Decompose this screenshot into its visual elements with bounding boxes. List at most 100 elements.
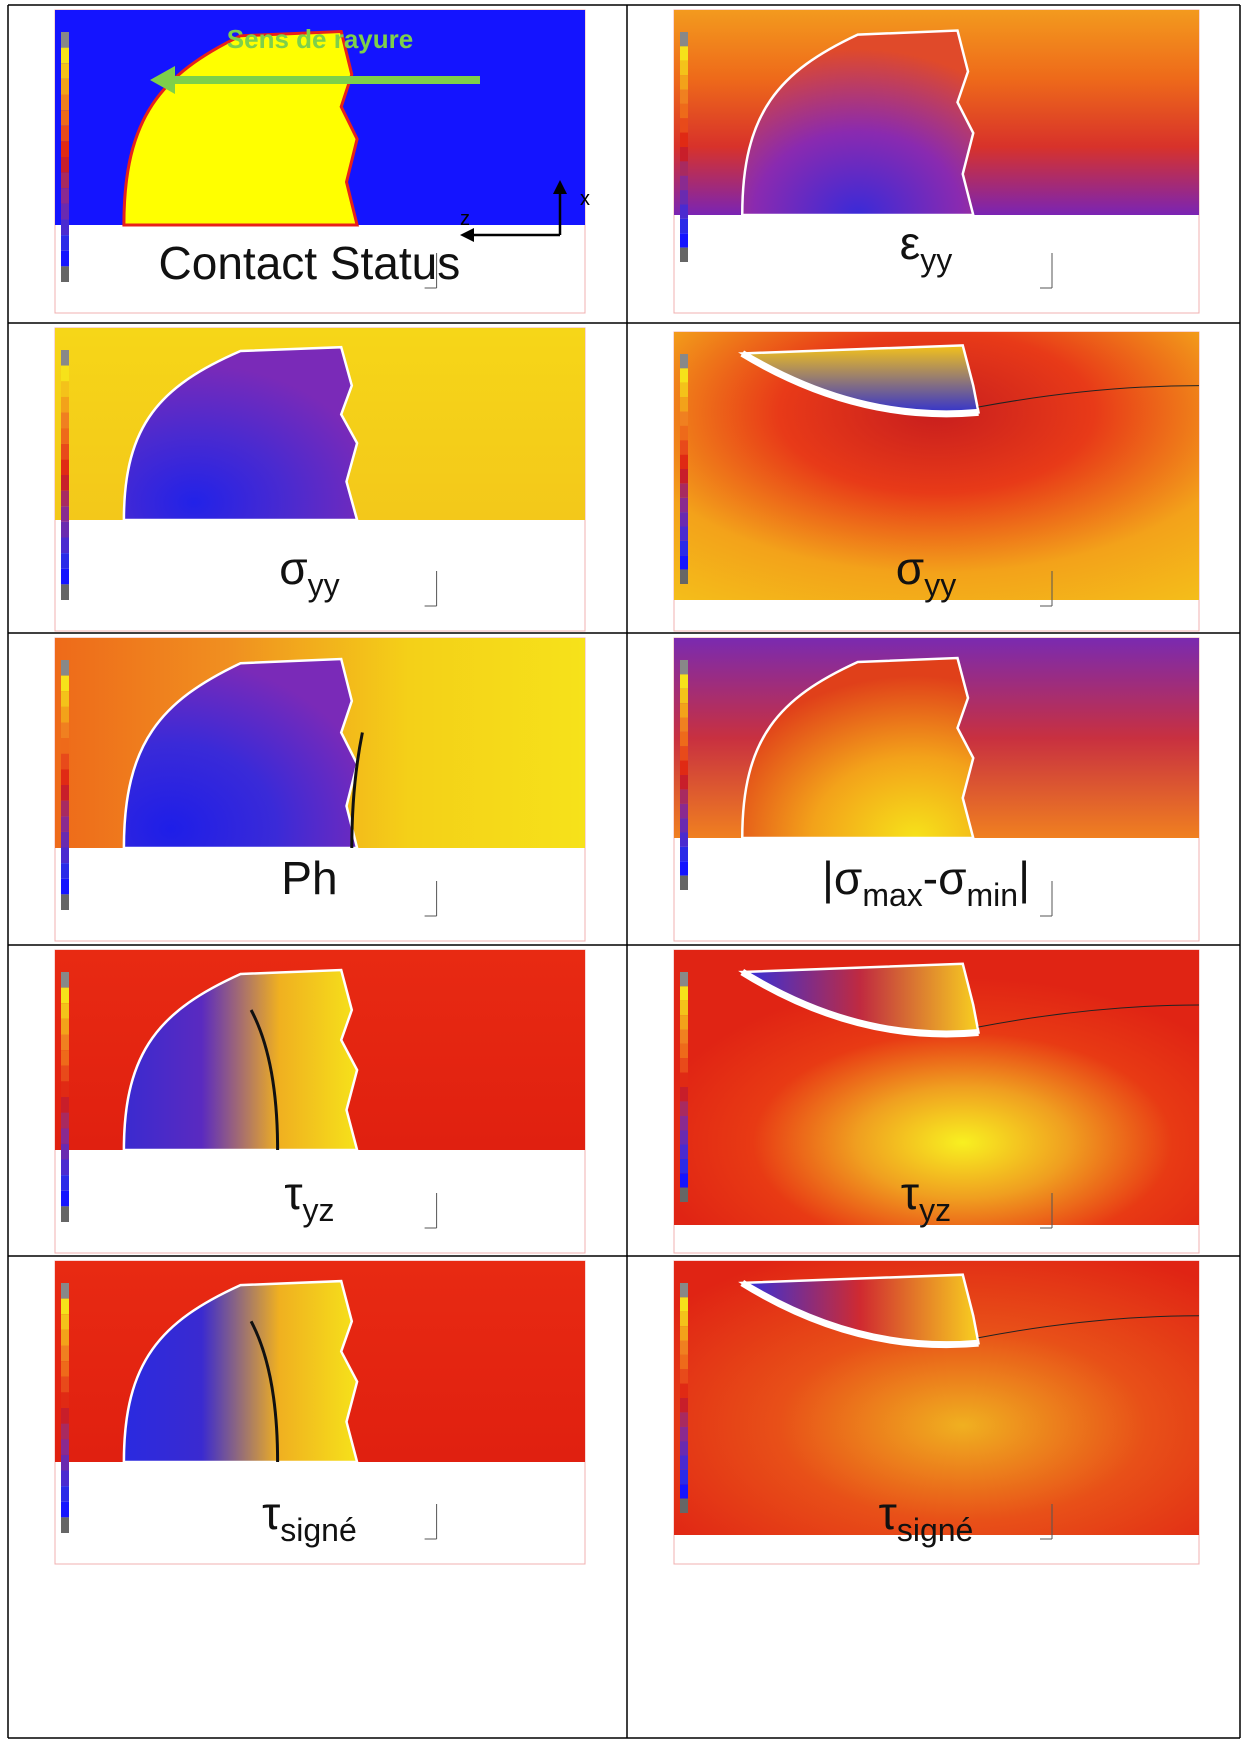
axis-glyph [424,1504,438,1540]
label-part: τ [879,1487,897,1539]
legend-swatch [61,172,69,189]
contact-zone [122,1279,359,1464]
legend-swatch [680,875,688,890]
legend-swatch [680,1326,688,1341]
legend-swatch [61,250,69,267]
legend-swatch [61,94,69,111]
legend-swatch [61,1065,69,1082]
axis-glyph [1040,253,1053,289]
legend-swatch [61,1283,69,1299]
legend-swatch [61,47,69,64]
legend-swatch [61,381,69,397]
legend-swatch [61,1314,69,1330]
legend-swatch [680,161,688,176]
panel: σyy [673,331,1200,632]
label-part: Contact Status [159,237,461,289]
legend-swatch [61,1018,69,1035]
legend-swatch [680,861,688,876]
legend-swatch [61,396,69,413]
label-part: |σ [822,852,862,904]
legend-swatch [680,1426,688,1442]
legend-swatch [680,425,688,441]
contact-zone [740,29,975,217]
legend-swatch [61,816,69,832]
legend-swatch [680,1498,688,1513]
axis-glyph [424,253,438,289]
panel-label: σyy [279,542,339,603]
legend-swatch [680,89,688,104]
legend-swatch [61,428,69,444]
contact-zone [740,656,975,840]
panel: Contact Status [54,9,586,314]
legend-swatch [61,1345,69,1362]
axis-x-label: x [580,188,590,210]
legend-swatch [61,235,69,251]
label-part: yz [919,1192,951,1228]
legend-swatch [61,553,69,569]
legend-swatch [680,660,688,675]
legend-swatch [61,1159,69,1176]
legend-swatch [61,125,69,142]
legend-swatch [680,1043,688,1059]
legend-swatch [680,132,688,147]
axis-z-label: z [460,208,470,230]
legend-swatch [680,986,688,1001]
legend-swatch [680,233,688,248]
legend-swatch [680,1469,688,1485]
legend-swatch [680,760,688,775]
legend-swatch [680,688,688,704]
legend-swatch [680,1173,688,1188]
panel-label: σyy [896,542,956,603]
legend-swatch [680,1015,688,1030]
legend-swatch [680,846,688,862]
legend-swatch [680,60,688,76]
legend-swatch [61,1050,69,1066]
legend-swatch [680,1354,688,1370]
label-part: yy [308,567,340,603]
legend-swatch [61,78,69,95]
contact-zone [122,968,359,1152]
legend-swatch [61,568,69,585]
legend-swatch [680,1369,688,1384]
legend-swatch [61,1081,69,1097]
legend-swatch [680,818,688,833]
legend-swatch [680,1311,688,1327]
label-part: τ [901,1167,919,1219]
legend-swatch [680,1029,688,1044]
legend-swatch [680,440,688,455]
legend-swatch [61,1298,69,1315]
legend-swatch [680,1484,688,1499]
legend-swatch [680,789,688,804]
legend-swatch [680,832,688,847]
legend-swatch [680,746,688,761]
legend-swatch [61,863,69,879]
legend-swatch [680,540,688,556]
legend-swatch [680,1058,688,1073]
legend-swatch [680,469,688,484]
surface-line [978,385,1200,408]
legend-swatch [680,1087,688,1102]
label-part: yy [920,242,952,278]
legend-swatch [61,1376,69,1393]
legend-swatch [61,785,69,801]
axis-head-z [460,228,474,242]
legend-swatch [680,118,688,133]
legend-swatch [680,1115,688,1131]
legend-swatch [61,412,69,429]
label-part: Ph [281,852,337,904]
legend-swatch [680,46,688,61]
legend-swatch [680,218,688,234]
panel-label: εyy [900,217,953,278]
surface-line [978,1004,1200,1028]
legend-swatch [61,1128,69,1144]
axis-glyph [1040,1504,1053,1540]
legend-swatch [680,354,688,369]
legend-swatch [680,803,688,819]
legend-swatch [61,1408,69,1424]
legend-swatch [680,703,688,718]
legend-swatch [61,1470,69,1487]
legend-swatch [61,1190,69,1207]
legend-swatch [61,722,69,739]
legend-swatch [680,1383,688,1398]
